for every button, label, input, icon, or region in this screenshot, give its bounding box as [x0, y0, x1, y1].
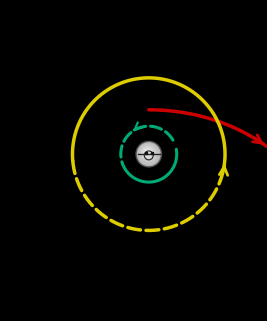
Circle shape — [139, 144, 157, 162]
Circle shape — [144, 149, 150, 155]
Circle shape — [141, 146, 155, 160]
Circle shape — [140, 145, 156, 161]
Circle shape — [144, 149, 151, 156]
Circle shape — [138, 143, 159, 164]
Circle shape — [141, 146, 155, 160]
Circle shape — [138, 143, 159, 164]
Circle shape — [143, 148, 153, 158]
Circle shape — [142, 147, 153, 158]
Circle shape — [139, 145, 157, 162]
Circle shape — [137, 142, 160, 166]
Circle shape — [145, 150, 150, 155]
Circle shape — [146, 151, 148, 153]
Circle shape — [143, 148, 152, 157]
Circle shape — [137, 143, 160, 165]
Circle shape — [144, 149, 150, 155]
Circle shape — [144, 149, 151, 155]
Circle shape — [139, 144, 157, 162]
Circle shape — [140, 145, 156, 161]
Circle shape — [143, 148, 152, 157]
Circle shape — [139, 144, 158, 163]
Circle shape — [140, 145, 156, 161]
Circle shape — [142, 147, 154, 159]
Circle shape — [145, 150, 150, 154]
Circle shape — [140, 145, 156, 161]
Circle shape — [137, 142, 161, 166]
Circle shape — [140, 145, 157, 162]
Circle shape — [136, 142, 161, 167]
Circle shape — [142, 147, 154, 159]
Circle shape — [136, 142, 161, 166]
Circle shape — [137, 143, 160, 165]
Circle shape — [146, 150, 149, 154]
Circle shape — [137, 142, 160, 166]
Circle shape — [143, 148, 152, 157]
Circle shape — [145, 150, 149, 154]
Circle shape — [138, 143, 159, 165]
Circle shape — [146, 151, 148, 152]
Circle shape — [139, 144, 158, 163]
Circle shape — [144, 149, 151, 156]
Circle shape — [140, 146, 155, 160]
Circle shape — [141, 146, 154, 160]
Circle shape — [136, 142, 162, 167]
Circle shape — [138, 143, 159, 164]
Circle shape — [142, 147, 154, 159]
Circle shape — [145, 150, 149, 154]
Circle shape — [146, 151, 148, 152]
Circle shape — [146, 151, 148, 153]
Circle shape — [139, 144, 158, 163]
Circle shape — [142, 147, 153, 158]
Circle shape — [142, 146, 154, 159]
Circle shape — [141, 146, 155, 160]
Circle shape — [138, 143, 158, 164]
Circle shape — [143, 148, 152, 157]
Circle shape — [138, 143, 159, 165]
Circle shape — [144, 149, 151, 156]
Circle shape — [143, 148, 151, 156]
Circle shape — [146, 151, 148, 153]
